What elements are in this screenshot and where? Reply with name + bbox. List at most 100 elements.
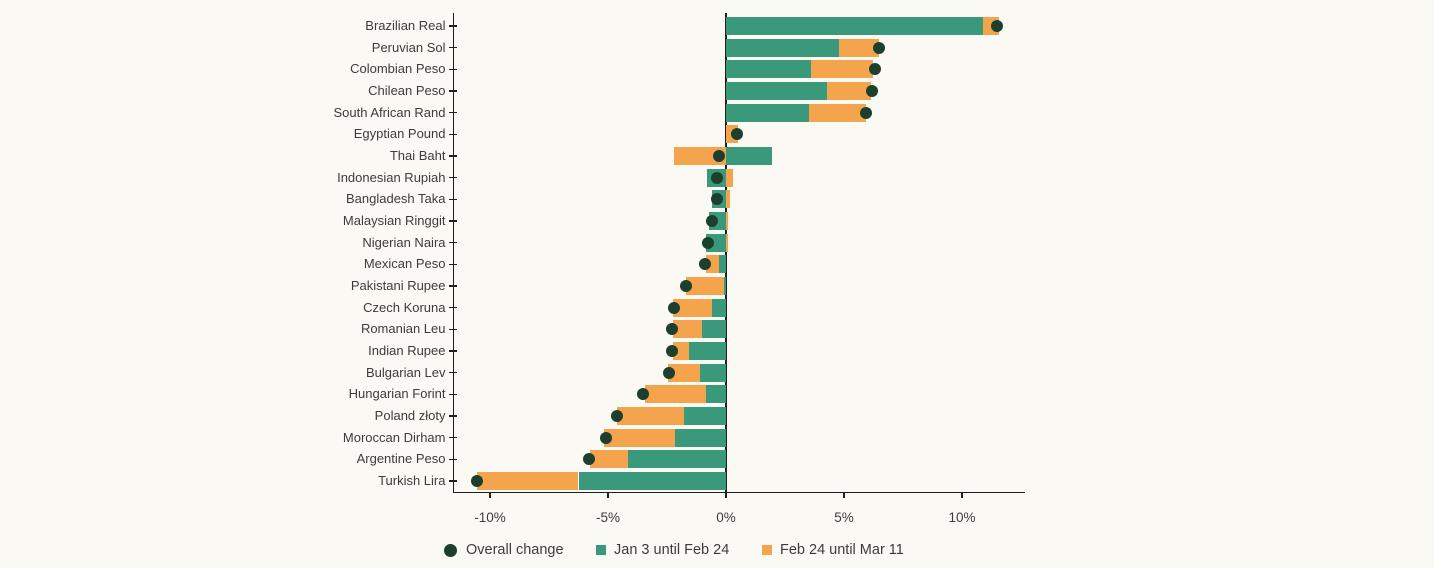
bar-segment-jan3_feb24 xyxy=(628,450,726,469)
overall-change-dot xyxy=(710,193,723,206)
x-axis-tick xyxy=(725,491,727,498)
bar-segment-feb24_mar11 xyxy=(726,233,729,252)
y-axis-tick xyxy=(448,198,457,200)
overall-change-dot xyxy=(637,388,650,401)
bar-segment-jan3_feb24 xyxy=(726,103,809,122)
bar-segment-feb24_mar11 xyxy=(726,211,729,230)
bar-segment-feb24_mar11 xyxy=(672,298,712,317)
bar-segment-jan3_feb24 xyxy=(723,277,726,295)
row-label: Hungarian Forint xyxy=(348,386,446,402)
series2-square-icon xyxy=(762,545,772,555)
overall-change-dot xyxy=(991,19,1004,32)
bar-segment-feb24_mar11 xyxy=(674,146,726,165)
y-axis-tick xyxy=(448,46,457,49)
x-axis-tick-label: 10% xyxy=(948,509,976,525)
overall-change-dot xyxy=(712,149,725,162)
row-label: Chilean Peso xyxy=(368,82,446,98)
x-axis-tick-label: 0% xyxy=(716,509,736,525)
overall-change-dot xyxy=(665,345,678,358)
x-axis-tick xyxy=(607,491,609,498)
row-label: Turkish Lira xyxy=(378,473,446,489)
y-axis-tick xyxy=(448,480,457,482)
bar-segment-feb24_mar11 xyxy=(604,428,676,447)
overall-change-dot xyxy=(599,431,612,444)
bar-segment-jan3_feb24 xyxy=(675,428,726,447)
bar-segment-feb24_mar11 xyxy=(590,450,629,469)
bar-segment-jan3_feb24 xyxy=(726,16,984,35)
bar-segment-feb24_mar11 xyxy=(477,472,579,491)
x-axis-tick-label: 5% xyxy=(834,509,854,525)
bar-segment-jan3_feb24 xyxy=(718,255,726,274)
bar-segment-jan3_feb24 xyxy=(689,342,726,361)
y-axis-tick xyxy=(448,220,457,222)
bar-segment-jan3_feb24 xyxy=(711,298,726,317)
y-axis-tick xyxy=(448,90,457,92)
x-axis-tick xyxy=(489,491,491,498)
bar-segment-jan3_feb24 xyxy=(683,407,726,426)
overall-change-dot xyxy=(663,366,676,379)
overall-change-dot xyxy=(866,84,879,97)
y-axis-tick xyxy=(448,306,457,309)
bar-segment-feb24_mar11 xyxy=(672,320,703,339)
bar-segment-jan3_feb24 xyxy=(726,146,773,165)
overall-change-dot xyxy=(583,453,596,466)
y-axis-tick xyxy=(448,263,457,265)
bar-segment-jan3_feb24 xyxy=(726,81,828,100)
x-axis-tick-label: -5% xyxy=(595,509,621,525)
overall-change-dot xyxy=(665,323,678,336)
row-label: Moroccan Dirham xyxy=(342,429,446,445)
bar-segment-jan3_feb24 xyxy=(726,38,840,57)
row-label: Indian Rupee xyxy=(368,343,446,359)
bar-segment-feb24_mar11 xyxy=(810,60,874,79)
y-axis-tick xyxy=(448,133,457,135)
y-axis-tick xyxy=(448,393,457,396)
row-label: Poland złoty xyxy=(374,408,446,424)
overall-change-dot xyxy=(679,280,692,292)
bar-segment-feb24_mar11 xyxy=(808,103,867,122)
bar-segment-jan3_feb24 xyxy=(578,472,726,491)
row-label: Brazilian Real xyxy=(365,17,446,33)
row-label: Pakistani Rupee xyxy=(350,278,446,293)
overall-change-dot xyxy=(698,258,711,271)
row-label: Czech Koruna xyxy=(363,299,446,315)
y-axis-tick xyxy=(448,328,457,331)
bar-segment-feb24_mar11 xyxy=(685,277,724,295)
y-axis-tick xyxy=(448,176,457,179)
row-label: South African Rand xyxy=(333,104,446,120)
y-axis-tick xyxy=(448,350,457,352)
overall-change-dot xyxy=(868,63,881,76)
bar-segment-feb24_mar11 xyxy=(644,385,706,404)
legend-item-series1: Jan 3 until Feb 24 xyxy=(596,540,729,560)
bar-segment-feb24_mar11 xyxy=(617,407,684,426)
row-label: Colombian Peso xyxy=(350,61,446,77)
row-label: Indonesian Rupiah xyxy=(337,169,446,185)
bar-segment-feb24_mar11 xyxy=(672,342,690,361)
x-axis-tick-label: -10% xyxy=(474,509,506,525)
legend-item-series2: Feb 24 until Mar 11 xyxy=(762,540,904,560)
bar-segment-jan3_feb24 xyxy=(705,385,726,404)
y-axis-tick xyxy=(448,111,457,114)
y-axis-tick xyxy=(448,437,457,439)
y-axis-tick xyxy=(448,372,457,374)
y-axis-line xyxy=(452,13,454,492)
y-axis-tick xyxy=(448,415,457,417)
overall-change-dot xyxy=(873,41,886,54)
legend-label-series2: Feb 24 until Mar 11 xyxy=(780,542,904,558)
overall-change-dot xyxy=(702,236,715,249)
y-axis-tick xyxy=(448,68,457,70)
y-axis-tick xyxy=(448,285,457,287)
row-label: Romanian Leu xyxy=(360,321,446,337)
bar-segment-feb24_mar11 xyxy=(726,190,730,209)
row-label: Egyptian Pound xyxy=(353,126,446,142)
y-axis-tick xyxy=(448,155,457,157)
legend: Overall change Jan 3 until Feb 24 Feb 24… xyxy=(0,540,1434,560)
row-label: Mexican Peso xyxy=(363,256,446,272)
row-label: Thai Baht xyxy=(389,147,446,163)
series1-square-icon xyxy=(596,545,606,555)
zero-baseline xyxy=(725,13,727,493)
x-axis-line xyxy=(452,491,1025,493)
bar-segment-feb24_mar11 xyxy=(668,363,701,382)
overall-change-dot xyxy=(705,214,718,227)
row-label: Argentine Peso xyxy=(356,451,446,467)
